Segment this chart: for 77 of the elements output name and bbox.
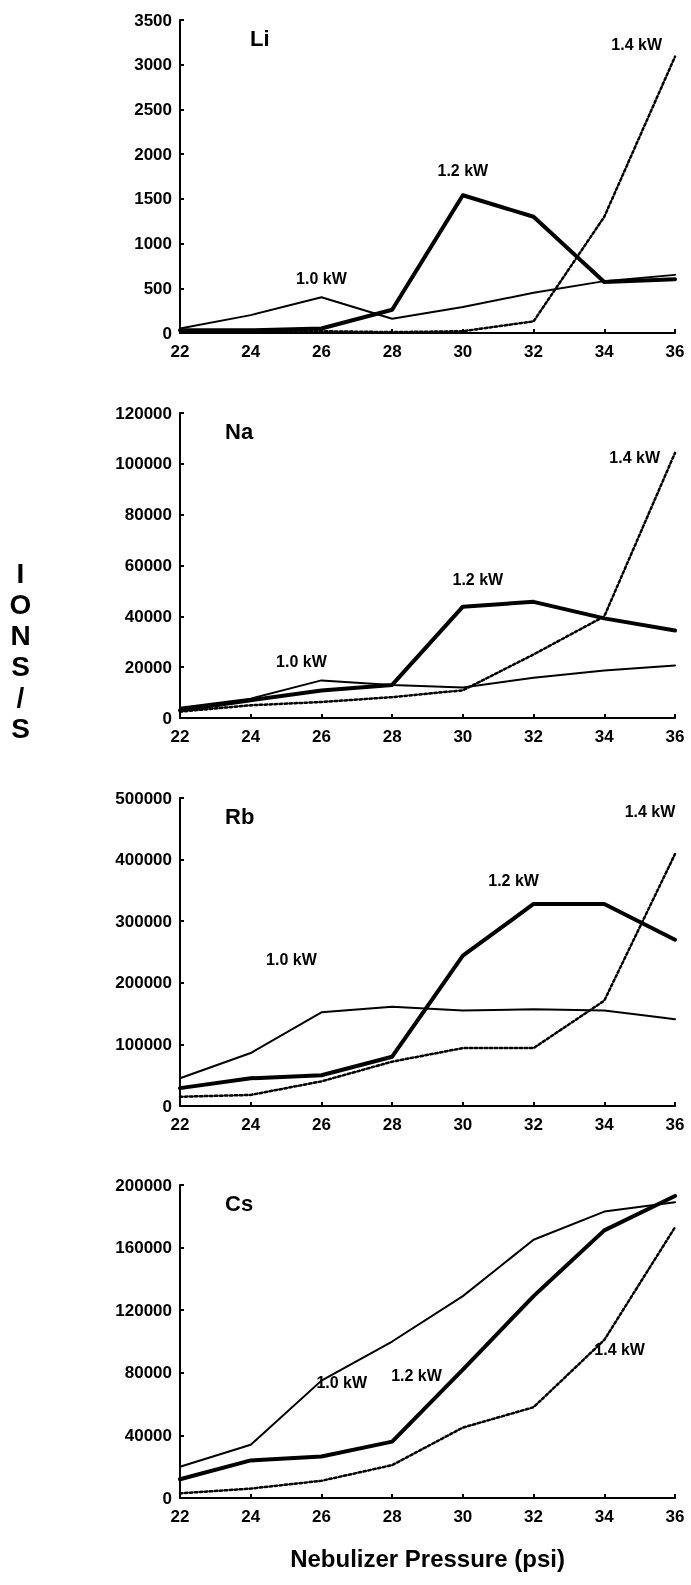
series-label: 1.4 kW [609, 449, 661, 467]
x-tick-label: 28 [382, 1115, 402, 1134]
y-tick-label: 120000 [115, 403, 172, 423]
text: 1.0 kW [266, 950, 318, 968]
y-tick-label: 2500 [134, 99, 172, 119]
x-tick-label: 28 [382, 727, 402, 746]
series-label: 1.2 kW [452, 571, 505, 589]
y-tick-label: 60000 [124, 556, 172, 575]
x-tick-label: 32 [524, 727, 544, 746]
chart-title: Rb [225, 803, 255, 829]
x-tick-label: 26 [311, 1115, 331, 1134]
chart-title: Cs [225, 1190, 254, 1216]
series-label: 1.0 kW [296, 269, 348, 287]
x-tick-label: 30 [453, 727, 473, 746]
x-tick-label: 24 [241, 342, 261, 361]
x-tick-label: 28 [382, 342, 402, 361]
x-axis-title: Nebulizer Pressure (psi) [290, 1544, 565, 1572]
x-tick-label: 32 [524, 1507, 544, 1526]
x-tick-label: 22 [170, 1115, 190, 1134]
y-tick-label: 40000 [124, 1425, 172, 1445]
series-label: 1.2 kW [437, 161, 490, 179]
x-tick-label: 34 [594, 1507, 615, 1526]
series-label: 1.4 kW [611, 36, 663, 54]
x-tick-label: 36 [665, 1115, 685, 1134]
chart-title: Li [250, 25, 270, 51]
y-axis-title: IONS/S [5, 558, 36, 744]
x-tick-label: 34 [594, 342, 615, 361]
y-tick-label: 1000 [134, 234, 172, 254]
y-tick-label: 0 [162, 323, 172, 343]
x-tick-label: 30 [453, 1507, 473, 1526]
series-label: 1.2 kW [391, 1367, 443, 1385]
y-tick-label: 500 [143, 278, 172, 298]
x-tick-label: 22 [170, 342, 190, 361]
y-tick-label: 80000 [124, 1363, 172, 1383]
y-tick-label: 0 [162, 1096, 172, 1116]
y-tick-label: 100000 [115, 1034, 172, 1054]
y-tick-label: 40000 [124, 606, 172, 626]
y-tick-label: 3000 [134, 55, 172, 75]
x-tick-label: 36 [665, 1507, 685, 1526]
x-tick-label: 36 [665, 727, 685, 746]
y-tick-label: 80000 [124, 505, 172, 525]
x-tick-label: 32 [524, 1115, 544, 1134]
x-tick-label: 26 [311, 727, 331, 746]
series-label: 1.0 kW [316, 1374, 369, 1392]
y-tick-label: 500000 [115, 788, 172, 808]
x-tick-label: 34 [594, 727, 615, 746]
x-tick-label: 24 [241, 1507, 261, 1526]
x-tick-label: 30 [453, 342, 473, 361]
x-tick-label: 28 [382, 1507, 402, 1526]
y-tick-label: 100000 [115, 454, 172, 474]
x-tick-label: 24 [241, 727, 261, 746]
x-tick-label: 22 [170, 727, 190, 746]
y-tick-label: 1500 [134, 189, 172, 209]
x-tick-label: 34 [594, 1115, 615, 1134]
y-tick-label: 400000 [115, 850, 172, 870]
y-tick-label: 2000 [134, 144, 172, 164]
y-tick-label: 200000 [115, 1175, 172, 1195]
x-tick-label: 24 [241, 1115, 261, 1134]
text: 1.4 kW [624, 802, 677, 820]
x-tick-label: 36 [665, 342, 685, 361]
x-tick-label: 26 [311, 1507, 331, 1526]
x-tick-label: 22 [170, 1507, 190, 1526]
x-tick-label: 32 [524, 342, 544, 361]
y-tick-label: 0 [162, 708, 172, 728]
y-tick-label: 160000 [115, 1238, 172, 1258]
y-tick-label: 300000 [115, 911, 172, 931]
x-tick-label: 26 [311, 342, 331, 361]
series-label: 1.2 kW [488, 872, 540, 890]
series-label: 1.0 kW [276, 652, 328, 670]
y-tick-label: 20000 [124, 657, 172, 677]
y-tick-label: 120000 [115, 1300, 172, 1320]
y-tick-label: 200000 [115, 973, 172, 993]
x-tick-label: 30 [453, 1115, 473, 1134]
y-tick-label: 3500 [134, 10, 172, 30]
series-label: 1.4 kW [594, 1341, 646, 1359]
y-tick-label: 0 [162, 1488, 172, 1508]
chart-title: Na [225, 418, 254, 444]
